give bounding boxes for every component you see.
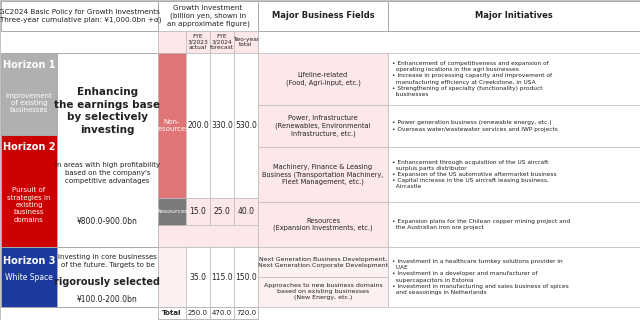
Text: Major Initiatives: Major Initiatives — [475, 12, 553, 20]
Text: rigorously selected: rigorously selected — [54, 277, 161, 287]
Text: Horizon 3: Horizon 3 — [3, 256, 55, 266]
Text: 200.0: 200.0 — [187, 121, 209, 130]
Text: Approaches to new business domains
based on existing businesses
(New Energy, etc: Approaches to new business domains based… — [264, 284, 382, 300]
Bar — [1, 53, 57, 135]
Bar — [258, 1, 388, 31]
Bar — [258, 247, 388, 277]
Text: Improvement
of existing
businesses: Improvement of existing businesses — [6, 93, 52, 113]
Bar — [210, 53, 234, 198]
Bar — [234, 247, 258, 307]
Bar — [258, 147, 388, 202]
Text: Machinery, Finance & Leasing
Business (Transportation Machinery,
Fleet Managemen: Machinery, Finance & Leasing Business (T… — [262, 164, 383, 185]
Text: Major Business Fields: Major Business Fields — [272, 12, 374, 20]
Bar — [388, 202, 640, 247]
Bar — [158, 31, 258, 53]
Text: Enhancing
the earnings base
by selectively
investing: Enhancing the earnings base by selective… — [54, 87, 161, 135]
Text: Resources
(Expansion Investments, etc.): Resources (Expansion Investments, etc.) — [273, 218, 373, 231]
Bar — [388, 147, 640, 202]
Text: Resources: Resources — [156, 209, 188, 214]
Text: 40.0: 40.0 — [237, 207, 255, 216]
Text: Total: Total — [163, 310, 182, 316]
Bar — [186, 53, 210, 198]
Text: Lifeline-related
(Food, Agri-input, etc.): Lifeline-related (Food, Agri-input, etc.… — [285, 72, 360, 86]
Bar — [186, 31, 210, 53]
Text: Horizon 1: Horizon 1 — [3, 60, 55, 70]
Text: 150.0: 150.0 — [235, 273, 257, 282]
Bar — [258, 202, 388, 247]
Text: ¥100.0-200.0bn: ¥100.0-200.0bn — [77, 294, 138, 303]
Bar — [158, 31, 186, 53]
Text: • Enhancement of competitiveness and expansion of
  operating locations in the a: • Enhancement of competitiveness and exp… — [392, 61, 552, 97]
Bar — [210, 31, 234, 53]
Text: ¥800.0-900.0bn: ¥800.0-900.0bn — [77, 217, 138, 226]
Text: Investing in core businesses
of the future. Targets to be: Investing in core businesses of the futu… — [58, 254, 157, 268]
Bar — [158, 53, 258, 247]
Text: 15.0: 15.0 — [189, 207, 207, 216]
Text: FYE
3/2023
actual: FYE 3/2023 actual — [188, 34, 209, 50]
Bar — [210, 247, 234, 307]
Text: 115.0: 115.0 — [211, 273, 233, 282]
Text: Next Generation Business Development,
Next Generation Corporate Development: Next Generation Business Development, Ne… — [258, 257, 388, 268]
Text: Non-
resources: Non- resources — [155, 119, 189, 132]
Text: • Power generation business (renewable energy, etc.)
• Overseas water/wastewater: • Power generation business (renewable e… — [392, 120, 558, 132]
Bar — [186, 198, 210, 225]
Bar — [158, 1, 258, 31]
Bar — [1, 1, 158, 31]
Bar — [258, 277, 388, 307]
Bar — [186, 247, 210, 307]
Bar — [210, 198, 234, 225]
Bar — [234, 53, 258, 198]
Text: GC2024 Basic Policy for Growth Investments
(Three-year cumulative plan: ¥1,000.0: GC2024 Basic Policy for Growth Investmen… — [0, 9, 162, 23]
Text: Power, Infrastructure
(Renewables, Environmental
Infrastructure, etc.): Power, Infrastructure (Renewables, Envir… — [275, 115, 371, 137]
Text: • Expansion plans for the Chilean copper mining project and
  the Australian iro: • Expansion plans for the Chilean copper… — [392, 219, 570, 230]
Text: 250.0: 250.0 — [188, 310, 208, 316]
Bar — [158, 247, 258, 307]
Text: • Investment in a healthcare turnkey solutions provider in
  UAE
• Investment in: • Investment in a healthcare turnkey sol… — [392, 259, 569, 295]
Bar — [1, 135, 57, 247]
Bar — [210, 307, 234, 319]
Bar — [57, 247, 158, 307]
Text: 330.0: 330.0 — [211, 121, 233, 130]
Bar — [234, 307, 258, 319]
Bar — [388, 105, 640, 147]
Text: in areas with high profitability
based on the company's
competitive advantages: in areas with high profitability based o… — [55, 163, 160, 183]
Text: Growth Investment
(billion yen, shown in
an approximate figure): Growth Investment (billion yen, shown in… — [166, 5, 250, 27]
Bar — [388, 247, 640, 307]
Bar — [1, 247, 57, 307]
Bar — [258, 53, 388, 105]
Text: Two-year
total: Two-year total — [233, 36, 259, 47]
Bar — [388, 53, 640, 105]
Text: Pursuit of
strategies in
existing
business
domains: Pursuit of strategies in existing busine… — [7, 188, 51, 222]
Text: 35.0: 35.0 — [189, 273, 207, 282]
Text: White Space: White Space — [5, 273, 53, 282]
Bar — [388, 1, 640, 31]
Text: Horizon 2: Horizon 2 — [3, 142, 55, 152]
Text: 470.0: 470.0 — [212, 310, 232, 316]
Bar — [234, 31, 258, 53]
Bar — [258, 105, 388, 147]
Bar — [158, 307, 258, 319]
Text: 25.0: 25.0 — [214, 207, 230, 216]
Bar — [234, 198, 258, 225]
Text: FYE
3/2024
forecast: FYE 3/2024 forecast — [210, 34, 234, 50]
Bar — [57, 53, 158, 247]
Bar — [186, 307, 210, 319]
Text: • Enhancement through acquisition of the US aircraft
  surplus parts distributor: • Enhancement through acquisition of the… — [392, 160, 557, 189]
Bar — [158, 198, 186, 225]
Text: 530.0: 530.0 — [235, 121, 257, 130]
Bar — [158, 53, 186, 198]
Text: 720.0: 720.0 — [236, 310, 256, 316]
